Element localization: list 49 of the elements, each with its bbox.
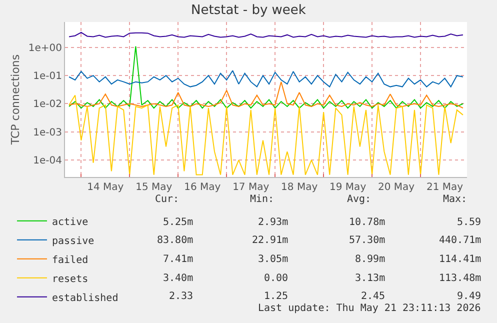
text: 2.93m — [258, 217, 288, 228]
x-tick-label: 19 May — [330, 182, 366, 193]
y-tick-label: 1e-03 — [33, 127, 62, 138]
text: 5.25m — [163, 217, 194, 228]
text: Last update: Thu May 21 23:11:13 2026 — [258, 303, 481, 314]
line-series — [68, 46, 464, 109]
text: 3.40m — [163, 273, 194, 284]
text: 57.30m — [349, 235, 386, 246]
legend-label: established — [52, 292, 118, 304]
x-tick-label: 16 May — [184, 182, 221, 193]
text: 10.78m — [349, 217, 386, 228]
text: 3.05m — [258, 254, 288, 265]
x-tick-label: 14 May — [87, 182, 124, 193]
legend-label: passive — [52, 236, 94, 247]
text: 0.00 — [264, 273, 288, 284]
line-series — [68, 70, 464, 88]
x-tick-label: 18 May — [281, 182, 318, 193]
y-axis-title: TCP connections — [9, 54, 22, 146]
text: 2.33 — [169, 291, 194, 302]
text: 22.91m — [252, 235, 288, 246]
text: 114.41m — [439, 254, 482, 265]
text: 2.45 — [361, 291, 386, 302]
text: 3.13m — [355, 273, 386, 284]
legend-label: failed — [52, 254, 88, 266]
y-tick-label: 1e+00 — [28, 42, 62, 54]
text: 8.99m — [355, 254, 386, 265]
text: 440.71m — [439, 235, 482, 246]
text: 5.59 — [457, 217, 482, 228]
chart-title: Netstat - by week — [191, 2, 306, 18]
text: 7.41m — [163, 254, 194, 265]
y-tick-label: 1e-02 — [33, 99, 62, 110]
text: Avg: — [347, 194, 372, 205]
text: 9.49 — [457, 291, 482, 302]
text: Max: — [443, 194, 468, 205]
legend-label: active — [52, 216, 88, 228]
y-tick-label: 1e-04 — [33, 156, 62, 167]
line-series — [68, 81, 464, 109]
x-tick-label: 17 May — [232, 182, 270, 193]
legend-label: resets — [52, 274, 88, 285]
text: 113.48m — [439, 273, 482, 284]
x-tick-label: 20 May — [378, 182, 415, 193]
text: Min: — [250, 194, 274, 205]
text: Cur: — [155, 194, 180, 205]
text: 1.25 — [264, 291, 288, 302]
line-series — [68, 94, 464, 176]
text: 83.80m — [157, 235, 194, 246]
x-tick-label: 21 May — [426, 182, 464, 193]
x-tick-label: 15 May — [136, 182, 172, 193]
y-tick-label: 1e-01 — [33, 71, 62, 82]
